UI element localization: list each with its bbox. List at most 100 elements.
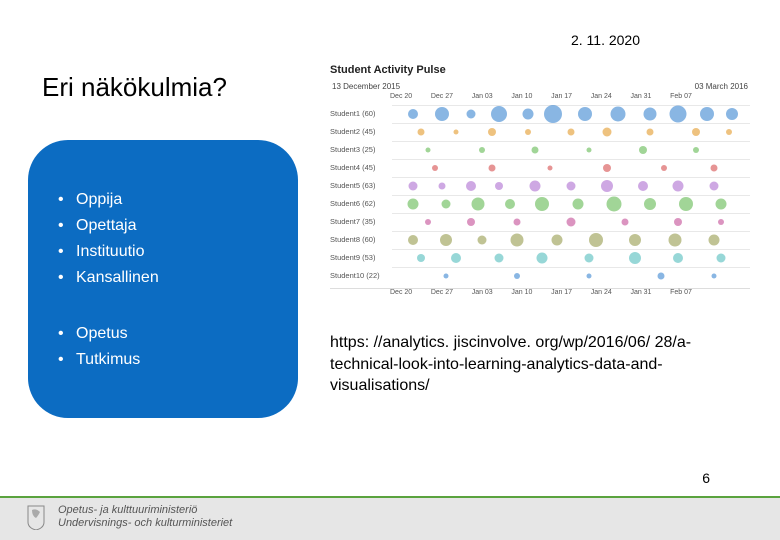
activity-dot bbox=[408, 198, 419, 209]
activity-dot bbox=[567, 181, 576, 190]
activity-dot bbox=[479, 147, 485, 153]
chart-top-ticks: Dec 20Dec 27Jan 03Jan 10Jan 17Jan 24Jan … bbox=[330, 93, 750, 100]
slide-title: Eri näkökulmia? bbox=[42, 72, 227, 103]
activity-dot bbox=[610, 106, 625, 121]
activity-dot bbox=[700, 107, 714, 121]
chart-row: Student7 (35) bbox=[330, 212, 750, 230]
activity-dot bbox=[657, 272, 664, 279]
chart-row-label: Student10 (22) bbox=[330, 271, 392, 280]
activity-dot bbox=[491, 106, 507, 122]
chart-row: Student4 (45) bbox=[330, 158, 750, 176]
activity-dot bbox=[466, 109, 475, 118]
chart-rows: Student1 (60)Student2 (45)Student3 (25)S… bbox=[330, 104, 750, 284]
activity-dot bbox=[443, 273, 448, 278]
chart-date-end: 03 March 2016 bbox=[695, 82, 748, 91]
activity-dot bbox=[454, 129, 459, 134]
list-item: Oppija bbox=[58, 188, 268, 212]
activity-dot bbox=[710, 181, 719, 190]
chart-row-label: Student6 (62) bbox=[330, 199, 392, 208]
chart-tick: Jan 10 bbox=[511, 289, 532, 296]
activity-dot bbox=[673, 253, 683, 263]
chart-row: Student8 (60) bbox=[330, 230, 750, 248]
activity-dot bbox=[718, 219, 724, 225]
activity-dot bbox=[603, 164, 611, 172]
slide-date: 2. 11. 2020 bbox=[571, 32, 640, 48]
activity-dot bbox=[551, 234, 562, 245]
activity-dot bbox=[514, 218, 521, 225]
chart-tick: Jan 03 bbox=[472, 289, 493, 296]
list-item: Kansallinen bbox=[58, 266, 268, 290]
chart-tick: Jan 24 bbox=[591, 93, 612, 100]
activity-dot bbox=[409, 181, 418, 190]
chart-row-label: Student4 (45) bbox=[330, 163, 392, 172]
activity-dot bbox=[601, 180, 613, 192]
activity-dot bbox=[408, 109, 418, 119]
chart-track bbox=[392, 177, 750, 193]
chart-row: Student3 (25) bbox=[330, 140, 750, 158]
activity-dot bbox=[638, 181, 648, 191]
activity-dot bbox=[441, 199, 450, 208]
activity-dot bbox=[589, 233, 603, 247]
list-item: Instituutio bbox=[58, 240, 268, 264]
activity-dot bbox=[408, 235, 418, 245]
activity-dot bbox=[668, 233, 681, 246]
chart-row: Student10 (22) bbox=[330, 266, 750, 284]
activity-dot bbox=[466, 181, 476, 191]
activity-dot bbox=[511, 233, 524, 246]
activity-dot bbox=[440, 234, 452, 246]
activity-dot bbox=[425, 147, 430, 152]
activity-dot bbox=[505, 199, 515, 209]
activity-dot bbox=[693, 147, 699, 153]
activity-dot bbox=[432, 165, 438, 171]
activity-dot bbox=[495, 182, 503, 190]
activity-dot bbox=[726, 108, 738, 120]
activity-dot bbox=[535, 197, 549, 211]
activity-dot bbox=[435, 107, 449, 121]
activity-dot bbox=[523, 108, 534, 119]
activity-dot bbox=[544, 105, 562, 123]
list-item: Tutkimus bbox=[58, 348, 268, 372]
activity-dot bbox=[451, 253, 461, 263]
activity-dot bbox=[586, 147, 591, 152]
activity-dot bbox=[547, 165, 552, 170]
slide-footer: Opetus- ja kulttuuriministeriö Undervisn… bbox=[0, 478, 780, 540]
chart-row-label: Student8 (60) bbox=[330, 235, 392, 244]
activity-dot bbox=[673, 180, 684, 191]
activity-dot bbox=[568, 128, 575, 135]
chart-row: Student5 (63) bbox=[330, 176, 750, 194]
activity-dot bbox=[629, 252, 641, 264]
activity-dot bbox=[567, 217, 576, 226]
chart-row-label: Student3 (25) bbox=[330, 145, 392, 154]
activity-dot bbox=[621, 218, 628, 225]
perspectives-list-1: OppijaOpettajaInstituutioKansallinen bbox=[58, 188, 268, 290]
activity-dot bbox=[425, 219, 431, 225]
chart-tick: Jan 03 bbox=[472, 93, 493, 100]
activity-dot bbox=[643, 107, 656, 120]
activity-dot bbox=[477, 235, 486, 244]
activity-dot bbox=[709, 234, 720, 245]
activity-dot bbox=[532, 146, 539, 153]
activity-dot bbox=[712, 273, 717, 278]
chart-title: Student Activity Pulse bbox=[330, 64, 750, 76]
activity-dot bbox=[578, 107, 592, 121]
activity-dot bbox=[674, 218, 682, 226]
activity-dot bbox=[602, 127, 611, 136]
chart-tick: Jan 31 bbox=[630, 93, 651, 100]
chart-tick: Feb 07 bbox=[670, 93, 692, 100]
chart-row: Student6 (62) bbox=[330, 194, 750, 212]
activity-dot bbox=[417, 254, 425, 262]
chart-track bbox=[392, 123, 750, 139]
activity-dot bbox=[717, 253, 726, 262]
activity-dot bbox=[489, 164, 496, 171]
list-item: Opetus bbox=[58, 322, 268, 346]
activity-dot bbox=[646, 128, 653, 135]
footer-line-1: Opetus- ja kulttuuriministeriö bbox=[58, 504, 232, 517]
chart-tick: Dec 27 bbox=[431, 289, 453, 296]
chart-row-label: Student9 (53) bbox=[330, 253, 392, 262]
activity-dot bbox=[629, 234, 641, 246]
chart-tick: Feb 07 bbox=[670, 289, 692, 296]
footer-logo: Opetus- ja kulttuuriministeriö Undervisn… bbox=[22, 502, 232, 532]
activity-dot bbox=[692, 128, 700, 136]
chart-tick: Dec 20 bbox=[390, 289, 412, 296]
chart-row-label: Student7 (35) bbox=[330, 217, 392, 226]
